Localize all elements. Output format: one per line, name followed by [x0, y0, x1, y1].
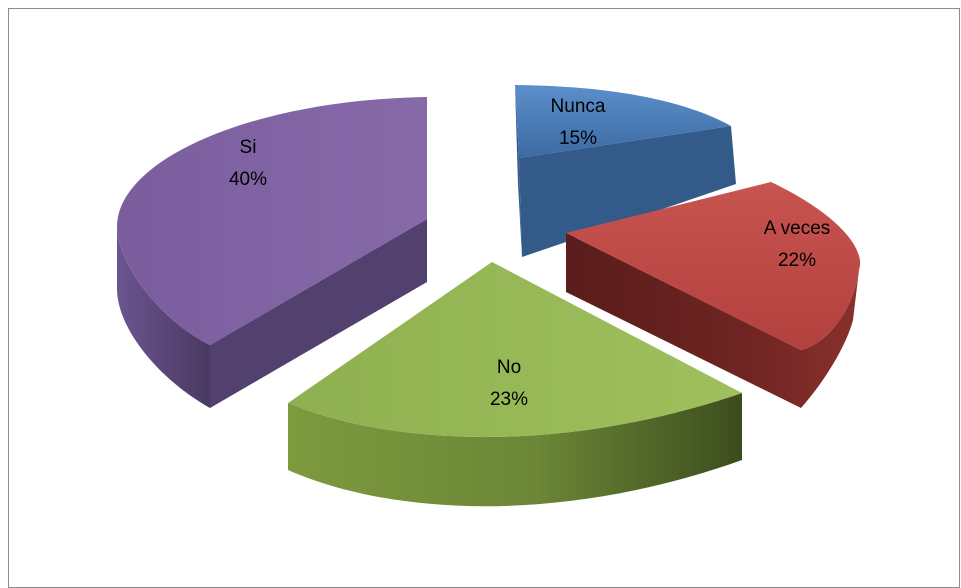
slice-nunca-top	[515, 85, 731, 158]
label-nunca: Nunca	[551, 96, 606, 117]
label-aveces: A veces	[764, 218, 831, 239]
slice-no-side	[288, 393, 742, 507]
slice-aveces[interactable]	[566, 182, 861, 408]
value-si: 40%	[229, 169, 267, 190]
slice-aveces-top	[566, 182, 861, 350]
slice-si-top	[117, 97, 427, 345]
slice-si-side	[117, 226, 210, 408]
slice-nunca-side-outer	[519, 126, 736, 257]
value-aveces: 22%	[778, 250, 816, 271]
slice-si-side-inner	[210, 219, 427, 408]
value-no: 23%	[490, 389, 528, 410]
slice-no-top	[288, 262, 742, 437]
value-nunca: 15%	[559, 128, 597, 149]
slice-nunca-side	[515, 85, 522, 257]
slice-nunca[interactable]	[515, 85, 736, 257]
slice-aveces-side	[566, 233, 859, 408]
label-no: No	[497, 357, 521, 378]
label-si: Si	[240, 137, 257, 158]
slice-no[interactable]	[288, 262, 742, 507]
slice-si[interactable]	[117, 97, 427, 408]
